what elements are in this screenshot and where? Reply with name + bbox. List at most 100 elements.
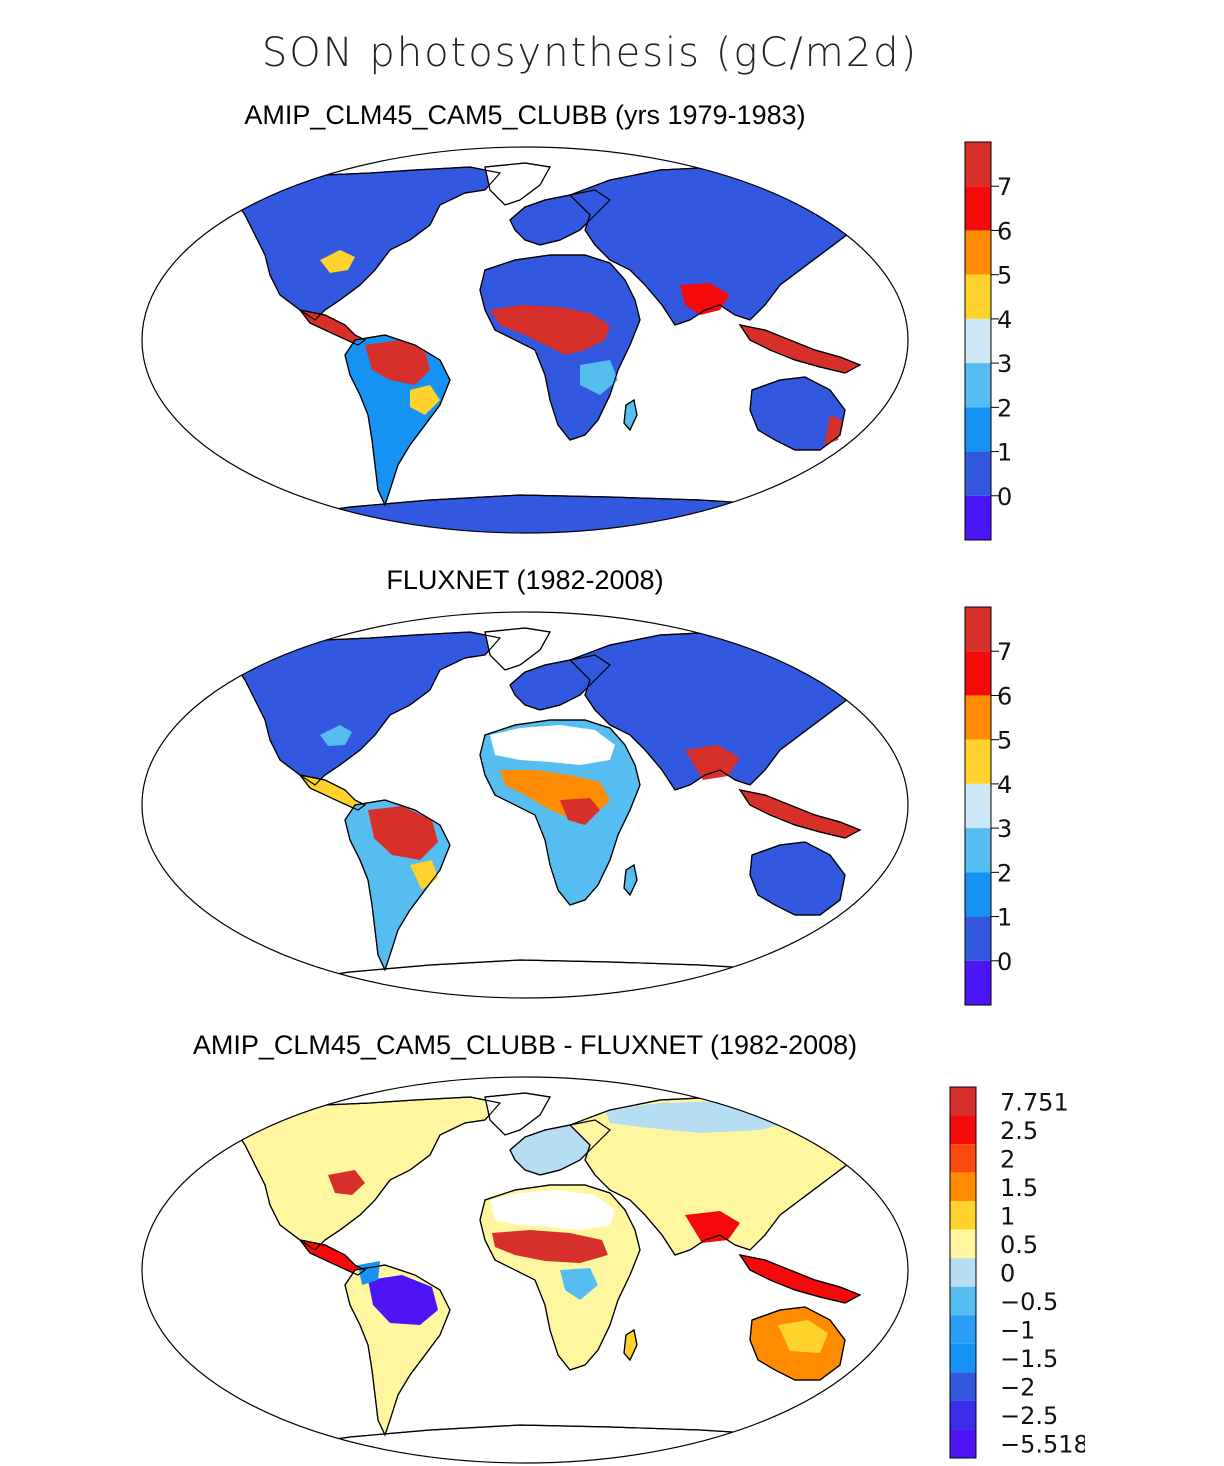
colorbar-swatch [965, 828, 991, 873]
colorbar-label: 1.5 [1000, 1174, 1038, 1202]
colorbar-label: 0 [1000, 1260, 1015, 1288]
colorbar-label: 4 [997, 306, 1012, 334]
colorbar-label: 0 [997, 948, 1012, 976]
panel-title-model: AMIP_CLM45_CAM5_CLUBB (yrs 1979-1983) [244, 100, 806, 130]
southern-africa-region [580, 360, 618, 395]
colorbar-swatch [965, 142, 991, 187]
south-asia-region [680, 283, 730, 315]
colorbar-swatch [965, 451, 991, 496]
colorbar-swatch [950, 1258, 976, 1287]
colorbar-label: 1 [997, 904, 1012, 932]
world-map-obs [141, 611, 909, 999]
colorbar-label: 2 [997, 394, 1012, 422]
coastline-madagascar [623, 864, 638, 897]
colorbar-model: 7 6 5 4 3 2 1 0 [964, 141, 1012, 541]
colorbar-label: 4 [997, 771, 1012, 799]
figure-title: SON photosynthesis (gC/m2d) [261, 30, 919, 76]
colorbar-label: −5.518 [1000, 1431, 1085, 1459]
colorbar-label: 0.5 [1000, 1231, 1038, 1259]
coastline-samerica [344, 1264, 451, 1437]
colorbar-swatch [950, 1372, 976, 1401]
amazon-high-region [365, 340, 430, 385]
colorbar-swatch [965, 872, 991, 917]
south-asia-positive-region [685, 1211, 740, 1243]
colorbar-swatch [950, 1144, 976, 1173]
colorbar-swatch [950, 1400, 976, 1430]
colorbar-swatch [965, 318, 991, 364]
colorbar-swatch [950, 1343, 976, 1373]
map-border [141, 146, 909, 534]
colorbar-swatch [965, 407, 991, 452]
coastline-central [298, 309, 367, 346]
colorbar-swatch [950, 1087, 976, 1116]
colorbar-label: 2 [997, 859, 1012, 887]
coastline-namerica [234, 1096, 502, 1251]
south-asia-region [685, 745, 740, 780]
sahara-blank-region [490, 725, 615, 765]
colorbar-swatch [965, 230, 991, 275]
coastline-samerica [344, 334, 451, 507]
coastline-greenland [484, 162, 551, 206]
coastline-africa [479, 719, 641, 906]
coastline-greenland [484, 627, 551, 671]
colorbar-label: −0.5 [1000, 1288, 1058, 1316]
colorbar-swatch [965, 783, 991, 829]
coastline-australia [749, 1306, 846, 1381]
colorbar-swatch [965, 495, 991, 540]
sahara-blank-region [490, 1190, 615, 1230]
congo-negative-region [560, 1268, 598, 1300]
coastline-seasia [738, 1254, 862, 1304]
coastline-europe [509, 189, 611, 246]
map-border [141, 1076, 909, 1464]
colorbar-swatch [950, 1229, 976, 1259]
colorbar-swatch [965, 960, 991, 1005]
colorbar-label: 1 [997, 439, 1012, 467]
tropical-africa-high-region [490, 305, 610, 355]
colorbar-label: 6 [997, 217, 1012, 245]
colorbar-label: 2 [1000, 1145, 1015, 1173]
world-map-model [141, 146, 909, 534]
colorbar-swatch [950, 1115, 976, 1145]
colorbar-swatch [965, 186, 991, 231]
colorbar-swatch [965, 651, 991, 696]
amazon-high-region [368, 806, 438, 860]
colorbar-swatch [965, 363, 991, 408]
colorbar-swatch [950, 1201, 976, 1230]
coastline-europe [509, 1119, 611, 1176]
world-map-diff [141, 1076, 909, 1464]
coastline-africa [479, 254, 641, 441]
colorbar-label: −2.5 [1000, 1402, 1058, 1430]
colorbar-swatch [950, 1429, 976, 1458]
colorbar-label: 7 [997, 638, 1012, 666]
colorbar-label: 5 [997, 727, 1012, 755]
coastline-europe [509, 654, 611, 711]
colorbar-swatch [965, 916, 991, 961]
coastline-central [298, 774, 367, 811]
panel-title-diff: AMIP_CLM45_CAM5_CLUBB - FLUXNET (1982-20… [192, 1030, 858, 1060]
colorbar-swatch [950, 1286, 976, 1316]
coastline-greenland [484, 1092, 551, 1136]
colorbar-swatch [950, 1172, 976, 1202]
colorbar-label: 3 [997, 350, 1012, 378]
colorbar-swatch [965, 739, 991, 784]
colorbar-label: 3 [997, 815, 1012, 843]
colorbar-label: −1 [1000, 1317, 1035, 1345]
colorbar-label: 2.5 [1000, 1117, 1038, 1145]
coastline-australia [749, 376, 846, 451]
amazon-negative-region [368, 1275, 438, 1325]
colorbar-label: 7 [997, 173, 1012, 201]
coastline-madagascar [623, 1329, 638, 1362]
colorbar-swatch [965, 274, 991, 319]
sahel-positive-region [492, 1230, 608, 1263]
map-border [141, 611, 909, 999]
colorbar-label: 5 [997, 262, 1012, 290]
colorbar-label: 7.751 [1000, 1088, 1069, 1116]
australia-interior-region [780, 385, 830, 420]
coastline-central [298, 1239, 367, 1276]
us-east-positive-region [328, 1170, 365, 1195]
us-southeast-region [320, 250, 355, 273]
coastline-australia [749, 841, 846, 916]
coastline-samerica [344, 799, 451, 972]
coastline-namerica [234, 166, 502, 321]
